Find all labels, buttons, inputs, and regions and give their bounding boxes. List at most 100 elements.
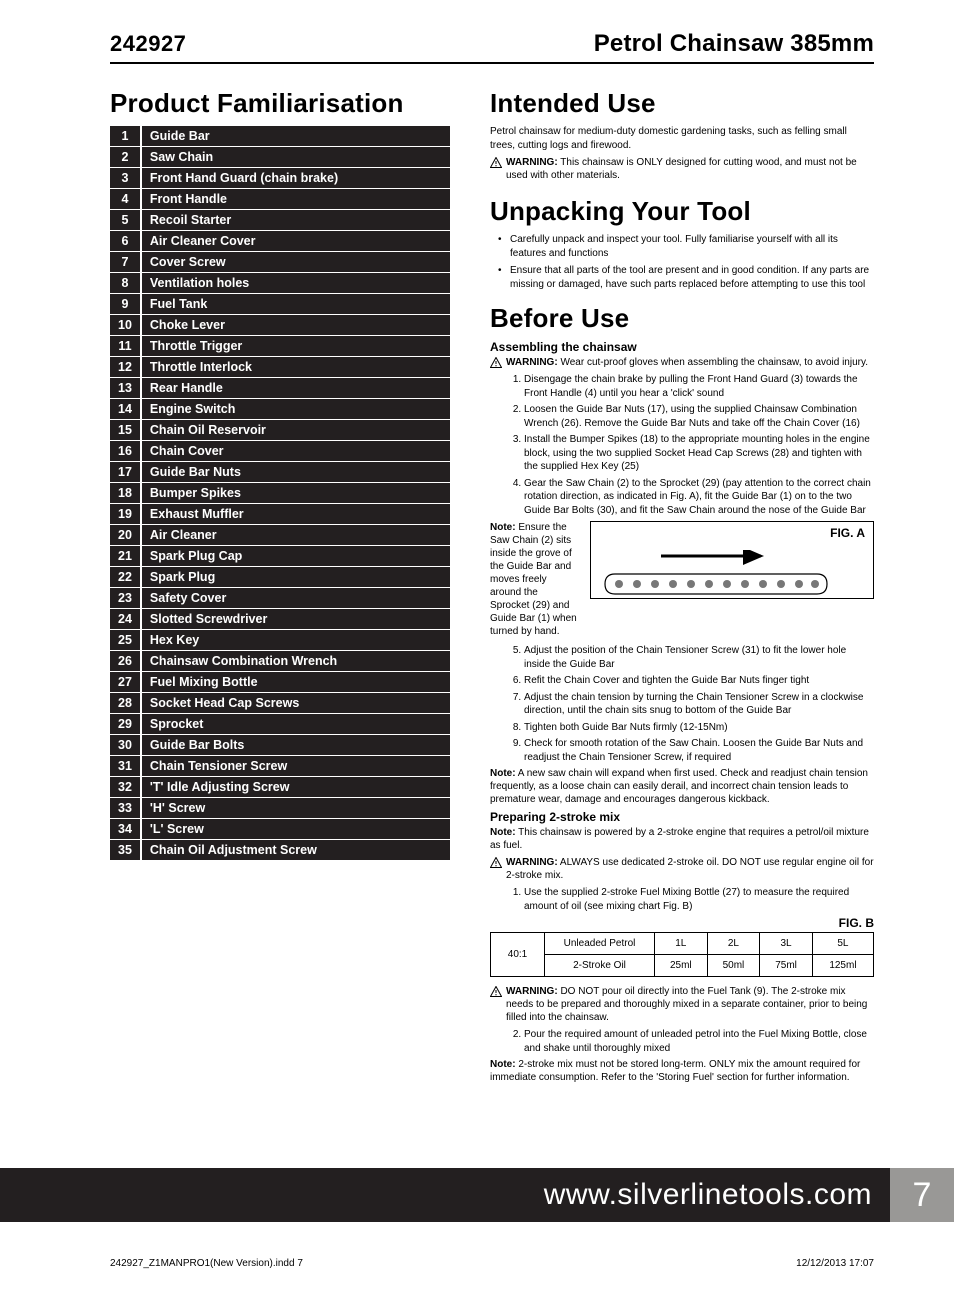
part-number: 4 <box>110 189 142 209</box>
part-number: 12 <box>110 357 142 377</box>
part-name: Chain Cover <box>142 441 450 461</box>
part-number: 20 <box>110 525 142 545</box>
table-row: 27Fuel Mixing Bottle <box>110 672 450 692</box>
part-number: 30 <box>110 735 142 755</box>
part-name: Recoil Starter <box>142 210 450 230</box>
part-number: 19 <box>110 504 142 524</box>
part-name: Bumper Spikes <box>142 483 450 503</box>
left-column: Product Familiarisation 1Guide Bar2Saw C… <box>110 88 450 1088</box>
mix-ratio: 40:1 <box>491 933 545 977</box>
header-code: 242927 <box>110 31 186 57</box>
part-number: 14 <box>110 399 142 419</box>
list-item: Refit the Chain Cover and tighten the Gu… <box>524 674 874 688</box>
warning-icon <box>490 986 502 997</box>
part-name: Chain Oil Adjustment Screw <box>142 840 450 860</box>
part-name: Chainsaw Combination Wrench <box>142 651 450 671</box>
table-row: 20Air Cleaner <box>110 525 450 545</box>
warning-label: WARNING: <box>506 157 558 168</box>
table-row: 23Safety Cover <box>110 588 450 608</box>
part-number: 33 <box>110 798 142 818</box>
list-item: Pour the required amount of unleaded pet… <box>524 1028 874 1055</box>
part-number: 15 <box>110 420 142 440</box>
table-row: 29Sprocket <box>110 714 450 734</box>
part-name: 'L' Screw <box>142 819 450 839</box>
chain-diagram-icon <box>601 550 831 596</box>
mix-r2c1: 2-Stroke Oil <box>545 955 655 977</box>
print-filename: 242927_Z1MANPRO1(New Version).indd 7 <box>110 1258 303 1269</box>
note-storage: Note: 2-stroke mix must not be stored lo… <box>490 1058 874 1084</box>
table-row: 25Hex Key <box>110 630 450 650</box>
product-familiarisation-heading: Product Familiarisation <box>110 88 450 119</box>
warning-icon <box>490 357 502 368</box>
part-number: 32 <box>110 777 142 797</box>
unpacking-heading: Unpacking Your Tool <box>490 196 874 227</box>
part-number: 29 <box>110 714 142 734</box>
table-row: 10Choke Lever <box>110 315 450 335</box>
print-metadata: 242927_Z1MANPRO1(New Version).indd 7 12/… <box>0 1222 954 1281</box>
table-row: 14Engine Switch <box>110 399 450 419</box>
part-name: Chain Oil Reservoir <box>142 420 450 440</box>
part-name: Safety Cover <box>142 588 450 608</box>
part-number: 17 <box>110 462 142 482</box>
part-number: 2 <box>110 147 142 167</box>
table-row: 31Chain Tensioner Screw <box>110 756 450 776</box>
table-row: 15Chain Oil Reservoir <box>110 420 450 440</box>
list-item: Use the supplied 2-stroke Fuel Mixing Bo… <box>524 886 874 913</box>
part-name: Ventilation holes <box>142 273 450 293</box>
part-name: 'T' Idle Adjusting Screw <box>142 777 450 797</box>
footer-page-number: 7 <box>890 1168 954 1222</box>
part-number: 16 <box>110 441 142 461</box>
part-number: 8 <box>110 273 142 293</box>
part-number: 13 <box>110 378 142 398</box>
part-number: 6 <box>110 231 142 251</box>
list-item: Check for smooth rotation of the Saw Cha… <box>524 737 874 764</box>
part-name: Fuel Mixing Bottle <box>142 672 450 692</box>
list-item: Adjust the position of the Chain Tension… <box>524 644 874 671</box>
header-title: Petrol Chainsaw 385mm <box>594 30 874 58</box>
warning-text: ALWAYS use dedicated 2-stroke oil. DO NO… <box>506 857 874 881</box>
part-name: Choke Lever <box>142 315 450 335</box>
warning-label: WARNING: <box>506 986 558 997</box>
part-number: 22 <box>110 567 142 587</box>
mix-r1c3: 2L <box>707 933 760 955</box>
list-item: Gear the Saw Chain (2) to the Sprocket (… <box>524 477 874 518</box>
table-row: 13Rear Handle <box>110 378 450 398</box>
warning-label: WARNING: <box>506 857 558 868</box>
mix-r1c4: 3L <box>760 933 813 955</box>
assembling-warning: WARNING: Wear cut-proof gloves when asse… <box>490 356 874 369</box>
assembly-steps-1: Disengage the chain brake by pulling the… <box>490 373 874 517</box>
part-number: 5 <box>110 210 142 230</box>
part-name: Rear Handle <box>142 378 450 398</box>
table-row: 18Bumper Spikes <box>110 483 450 503</box>
table-row: 6Air Cleaner Cover <box>110 231 450 251</box>
table-row: 8Ventilation holes <box>110 273 450 293</box>
page: 242927 Petrol Chainsaw 385mm Product Fam… <box>0 0 954 1088</box>
intended-warning: WARNING: This chainsaw is ONLY designed … <box>490 156 874 182</box>
list-item: Carefully unpack and inspect your tool. … <box>502 233 874 260</box>
warning-label: WARNING: <box>506 357 558 368</box>
table-row: 7Cover Screw <box>110 252 450 272</box>
figure-a-row: Note: Ensure the Saw Chain (2) sits insi… <box>490 521 874 638</box>
table-row: 34'L' Screw <box>110 819 450 839</box>
part-number: 10 <box>110 315 142 335</box>
part-name: Saw Chain <box>142 147 450 167</box>
part-name: Throttle Interlock <box>142 357 450 377</box>
part-number: 23 <box>110 588 142 608</box>
part-number: 3 <box>110 168 142 188</box>
part-number: 7 <box>110 252 142 272</box>
table-row: 19Exhaust Muffler <box>110 504 450 524</box>
part-name: Engine Switch <box>142 399 450 419</box>
part-number: 34 <box>110 819 142 839</box>
warning-icon <box>490 857 502 868</box>
header-row: 242927 Petrol Chainsaw 385mm <box>110 30 874 64</box>
part-number: 25 <box>110 630 142 650</box>
mix-r2c4: 75ml <box>760 955 813 977</box>
part-number: 35 <box>110 840 142 860</box>
warning-text: This chainsaw is ONLY designed for cutti… <box>506 157 857 181</box>
note-chain-expand: Note: A new saw chain will expand when f… <box>490 767 874 806</box>
table-row: 2Saw Chain <box>110 147 450 167</box>
mix-warning-1: WARNING: ALWAYS use dedicated 2-stroke o… <box>490 856 874 882</box>
part-name: Spark Plug Cap <box>142 546 450 566</box>
part-name: Front Handle <box>142 189 450 209</box>
part-name: Guide Bar Nuts <box>142 462 450 482</box>
